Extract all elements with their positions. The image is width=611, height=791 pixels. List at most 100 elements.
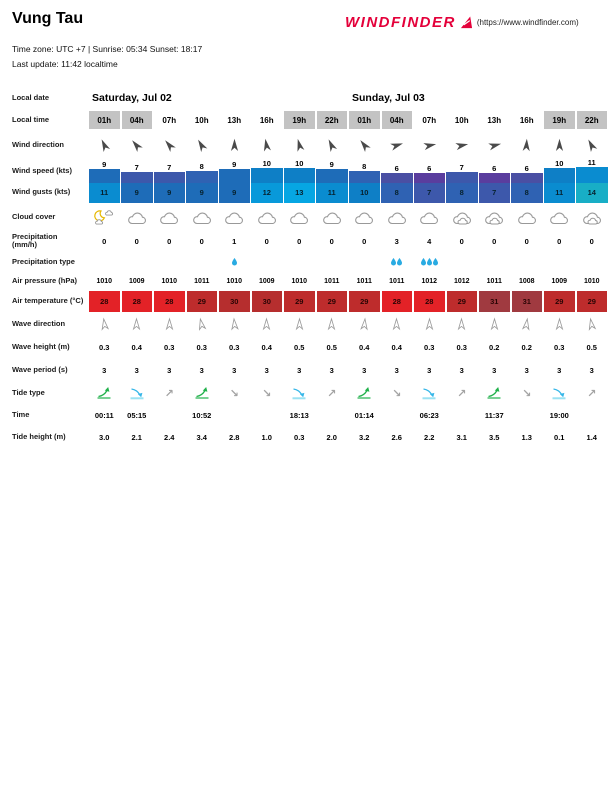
local-time-cell: 19h: [284, 111, 315, 129]
tide-height-cell: 2.4: [164, 432, 175, 442]
tide-time-cell: [316, 405, 349, 425]
tide-rising-icon: ↗: [457, 388, 466, 399]
air-pressure-cell: 1010: [96, 278, 113, 285]
wind-direction-cell: [478, 132, 511, 158]
cloud-cover-cell: [576, 203, 609, 231]
forecast-table: Local date Saturday, Jul 02 Sunday, Jul 0…: [12, 88, 608, 449]
clouds-icon: [449, 209, 475, 226]
tide-time-cell: [576, 405, 609, 425]
wave-height-cell: 0.5: [586, 342, 597, 352]
precipitation-cell: 0: [459, 236, 464, 246]
wave-direction-arrow-icon: [519, 316, 534, 332]
precipitation-row: Precipitation (mm/h) 0 0 0 0 1 0 0 0 0 3 4 0 0 0 0 0: [12, 231, 608, 251]
row-label-wave-height: Wave height (m): [12, 341, 70, 351]
windfinder-logo[interactable]: WINDFINDER (https://www.windfinder.com): [345, 14, 579, 31]
cloud-icon: [384, 209, 410, 226]
air-temperature-cell: 30: [251, 291, 282, 312]
wave-height-cell: 0.4: [131, 342, 142, 352]
tide-type-cell: [283, 381, 316, 405]
wind-speed-bar: [88, 169, 120, 185]
tide-type-cell: ↘: [511, 381, 544, 405]
precipitation-cell: 1: [232, 236, 237, 246]
wind-speed-cell: 10: [283, 158, 315, 185]
wind-speed-value: 6: [492, 164, 497, 173]
wind-speed-bar: [186, 170, 218, 185]
wave-period-row: Wave period (s) 3 3 3 3 3 3 3 3 3 3 3 3 3 3 3 3: [12, 359, 608, 381]
wind-direction-arrow-icon: [356, 137, 373, 154]
row-label-wind-direction: Wind direction: [12, 139, 65, 149]
precipitation-cell: 0: [557, 236, 562, 246]
tide-falling-arrow: ↘: [392, 386, 402, 400]
wind-speed-value: 8: [362, 161, 367, 171]
wind-speed-value: 9: [232, 160, 237, 170]
windfinder-logo-text[interactable]: WINDFINDER: [345, 14, 456, 31]
tide-falling-icon: ↘: [392, 388, 401, 399]
wind-direction-cell: [316, 132, 349, 158]
tide-height-cell: 2.2: [424, 432, 435, 442]
tide-height-cell: 2.1: [131, 432, 142, 442]
precipitation-type-cell: [381, 251, 414, 273]
wind-direction-cell: [511, 132, 544, 158]
precipitation-cell: 0: [492, 236, 497, 246]
precipitation-type-row: Precipitation type: [12, 251, 608, 273]
tide-type-cell: ↗: [316, 381, 349, 405]
air-pressure-cell: 1011: [194, 278, 210, 285]
row-label-local-date: Local date: [12, 92, 50, 102]
wind-gust-cell: 9: [153, 182, 185, 203]
local-date-row: Local date Saturday, Jul 02 Sunday, Jul 0…: [12, 88, 608, 108]
wave-direction-arrow-icon: [129, 316, 144, 332]
tide-type-cell: [186, 381, 219, 405]
local-time-cell: 13h: [487, 115, 502, 125]
wind-speed-bar: [251, 168, 283, 185]
tide-high-icon: [486, 386, 502, 400]
wind-direction-cell: [348, 132, 381, 158]
cloud-cover-cell: [283, 203, 316, 231]
tide-type-cell: [478, 381, 511, 405]
tide-rising-icon: ↗: [327, 388, 336, 399]
wave-direction-cell: [576, 313, 609, 335]
wave-period-cell: 3: [297, 365, 302, 375]
tide-time-cell: 05:15: [127, 410, 147, 420]
tide-time-cell: 06:23: [419, 410, 439, 420]
wind-direction-cell: [218, 132, 251, 158]
day-header: Sunday, Jul 03: [352, 92, 425, 104]
wind-speed-cell: 10: [543, 158, 575, 185]
wave-direction-cell: [186, 313, 219, 335]
air-temperature-cell: 31: [479, 291, 510, 312]
wave-height-cell: 0.2: [489, 342, 500, 352]
precipitation-cell: 0: [589, 236, 594, 246]
local-time-cell: 22h: [576, 111, 607, 129]
precipitation-type-cell: [511, 251, 544, 273]
cloud-icon: [286, 209, 312, 226]
wind-gust-cell: 13: [283, 182, 315, 203]
wave-direction-arrow-icon: [389, 316, 404, 332]
tide-type-cell: ↗: [153, 381, 186, 405]
wave-period-cell: 3: [557, 365, 562, 375]
tide-height-cell: 1.0: [261, 432, 272, 442]
windfinder-link[interactable]: (https://www.windfinder.com): [476, 18, 579, 27]
precipitation-cell: 0: [524, 236, 529, 246]
row-label-wind-speed: Wind speed (kts): [12, 166, 72, 176]
wind-speed-cell: 6: [478, 158, 510, 185]
wind-speed-bar: [446, 171, 478, 185]
wind-gust-cell: 14: [576, 182, 608, 203]
wind-speed-value: 7: [459, 162, 464, 172]
row-label-air-pressure: Air pressure (hPa): [12, 276, 78, 286]
wind-direction-cell: [576, 132, 609, 158]
precipitation-cell: 0: [134, 236, 139, 246]
wind-direction-arrow-icon: [96, 137, 113, 154]
tide-time-cell: [153, 405, 186, 425]
wave-direction-cell: [543, 313, 576, 335]
wind-speed-cell: 9: [316, 158, 348, 185]
local-time-cell: 01h: [89, 111, 120, 129]
cloud-cover-cell: [121, 203, 154, 231]
tide-time-cell: 10:52: [192, 410, 212, 420]
cloud-icon: [221, 209, 247, 226]
tide-high-icon: [96, 386, 112, 400]
air-pressure-cell: 1012: [421, 278, 438, 285]
wave-height-cell: 0.3: [164, 342, 175, 352]
wind-speed-cell: 6: [511, 158, 543, 185]
wind-speed-bar: [218, 169, 250, 185]
raindrop-icons: [231, 258, 237, 266]
wind-speed-value: 9: [102, 160, 107, 170]
